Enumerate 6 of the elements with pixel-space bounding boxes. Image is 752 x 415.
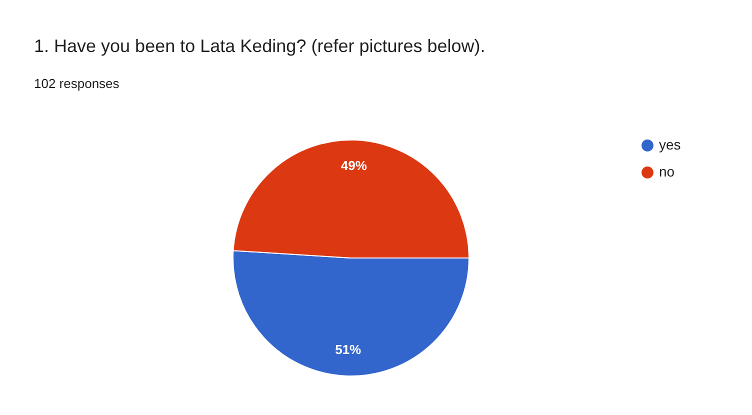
legend-label: no — [659, 164, 675, 180]
legend-label: yes — [659, 136, 681, 152]
text: 102 responses — [34, 76, 120, 91]
data-label: 51% — [335, 342, 362, 357]
chart-title: 1. Have you been to Lata Keding? (refer pictures below). — [34, 36, 486, 57]
data-label: 49% — [340, 158, 368, 174]
